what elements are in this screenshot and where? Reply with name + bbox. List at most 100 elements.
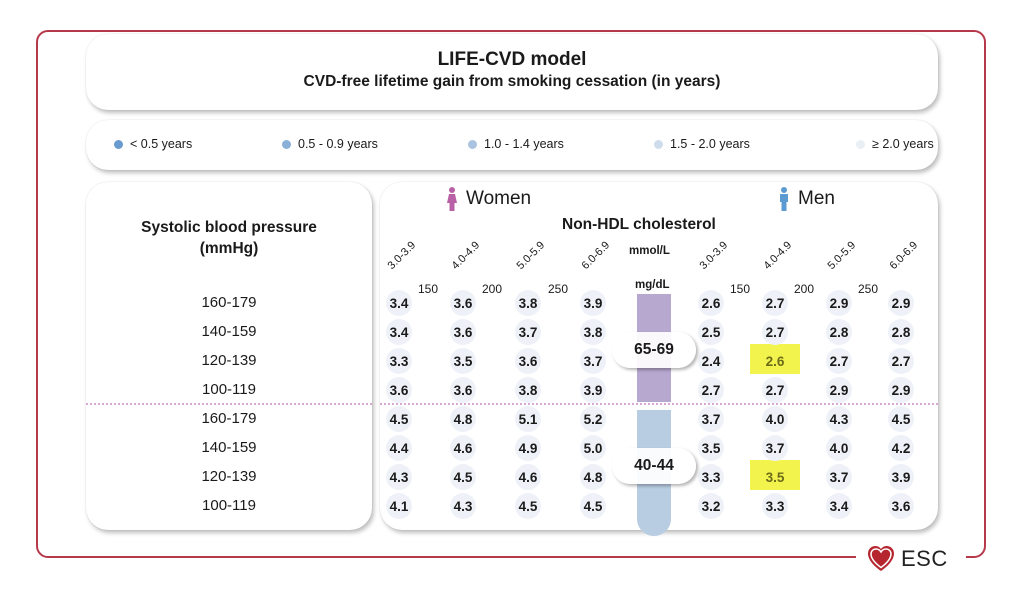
column-label-men: 4.0-4.9 <box>761 239 795 272</box>
data-cell-women: 3.7 <box>515 319 541 345</box>
data-cell-men: 4.2 <box>888 435 914 461</box>
data-cell-men: 3.9 <box>888 464 914 490</box>
women-header: Women <box>446 187 531 211</box>
data-cell-women: 3.8 <box>515 377 541 403</box>
chart-title: LIFE-CVD model <box>437 49 587 70</box>
legend-swatch-icon <box>654 139 663 149</box>
data-cell-men: 3.7 <box>826 464 852 490</box>
column-label-women: 6.0-6.9 <box>579 239 613 272</box>
men-header: Men <box>778 187 835 211</box>
data-cell-men: 2.7 <box>762 319 788 345</box>
sbp-row-label: 120-139 <box>201 468 257 485</box>
sbp-title: Systolic blood pressure (mmHg) <box>86 217 372 259</box>
data-cell-men: 3.3 <box>698 464 724 490</box>
column-label-men: 5.0-5.9 <box>825 239 859 272</box>
data-cell-women: 3.6 <box>450 290 476 316</box>
data-cell-women: 3.5 <box>450 348 476 374</box>
outer-frame <box>36 30 986 558</box>
data-cell-women: 3.6 <box>515 348 541 374</box>
legend-item: 1.0 - 1.4 years <box>468 137 564 151</box>
legend-item: 0.5 - 0.9 years <box>282 137 378 151</box>
data-cell-men: 2.6 <box>698 290 724 316</box>
data-cell-men: 2.7 <box>888 348 914 374</box>
data-cell-men: 3.7 <box>762 435 788 461</box>
data-cell-men: 3.5 <box>765 469 785 485</box>
sbp-row-label: 160-179 <box>201 410 257 427</box>
unit-mmol: mmol/L <box>629 245 670 257</box>
data-cell-men: 2.9 <box>826 290 852 316</box>
age-group-badge: 65-69 <box>612 332 696 368</box>
column-label-women: 3.0-3.9 <box>385 239 419 272</box>
data-cell-men: 3.3 <box>762 493 788 519</box>
esc-logo: ESC <box>866 544 948 574</box>
data-cell-men: 2.9 <box>888 290 914 316</box>
data-cell-men: 4.0 <box>762 406 788 432</box>
legend-item: 1.5 - 2.0 years <box>654 137 750 151</box>
data-cell-men: 4.5 <box>888 406 914 432</box>
data-cell-women: 3.6 <box>450 319 476 345</box>
legend-item: < 0.5 years <box>114 137 192 151</box>
data-cell-men: 2.6 <box>765 353 785 369</box>
data-cell-men: 2.4 <box>698 348 724 374</box>
mgdl-tick-women: 200 <box>482 282 503 296</box>
heart-icon <box>868 546 894 571</box>
group-divider <box>86 403 372 405</box>
legend-swatch-icon <box>856 139 865 149</box>
men-label: Men <box>798 188 835 209</box>
data-cell-women: 3.4 <box>386 290 412 316</box>
mgdl-tick-men: 150 <box>730 282 751 296</box>
legend-label: 1.5 - 2.0 years <box>670 137 750 151</box>
group-divider <box>380 403 938 405</box>
woman-icon <box>447 187 457 211</box>
data-cell-women: 4.3 <box>386 464 412 490</box>
data-cell-women: 3.7 <box>580 348 606 374</box>
unit-mgdl: mg/dL <box>635 279 670 291</box>
data-cell-men: 4.0 <box>826 435 852 461</box>
data-cell-women: 3.9 <box>580 290 606 316</box>
legend: < 0.5 years 0.5 - 0.9 years 1.0 - 1.4 year… <box>86 120 938 170</box>
data-cell-women: 4.5 <box>580 493 606 519</box>
data-cell-women: 4.6 <box>450 435 476 461</box>
sbp-row-label: 140-159 <box>201 439 257 456</box>
sbp-panel: Systolic blood pressure (mmHg) 160-179 14… <box>86 182 372 530</box>
sbp-title-line2: (mmHg) <box>199 240 259 257</box>
data-cell-men: 2.7 <box>826 348 852 374</box>
data-cell-men: 2.8 <box>888 319 914 345</box>
women-label: Women <box>466 188 532 209</box>
data-cell-women: 4.8 <box>450 406 476 432</box>
data-cell-women: 5.2 <box>580 406 606 432</box>
data-cell-women: 3.9 <box>580 377 606 403</box>
data-cell-women: 4.5 <box>450 464 476 490</box>
data-cell-women: 4.4 <box>386 435 412 461</box>
sbp-row-label: 160-179 <box>201 294 257 311</box>
sbp-row-label: 140-159 <box>201 323 257 340</box>
data-cell-men: 3.6 <box>888 493 914 519</box>
legend-label: 0.5 - 0.9 years <box>298 137 378 151</box>
highlight-marker <box>750 344 800 374</box>
legend-item: ≥ 2.0 years <box>856 137 934 151</box>
legend-label: < 0.5 years <box>130 137 193 151</box>
data-cell-men: 4.3 <box>826 406 852 432</box>
column-label-men: 6.0-6.9 <box>887 239 921 272</box>
data-cell-women: 3.3 <box>386 348 412 374</box>
mgdl-tick-men: 200 <box>794 282 815 296</box>
man-icon <box>780 187 788 211</box>
data-cell-men: 2.7 <box>762 377 788 403</box>
data-cell-women: 3.8 <box>515 290 541 316</box>
data-cell-women: 3.4 <box>386 319 412 345</box>
data-cell-women: 5.0 <box>580 435 606 461</box>
column-label-women: 4.0-4.9 <box>449 239 483 272</box>
data-cell-women: 4.5 <box>515 493 541 519</box>
data-cell-men: 3.7 <box>698 406 724 432</box>
sbp-row-label: 100-119 <box>202 381 256 398</box>
data-cell-men: 2.7 <box>762 290 788 316</box>
legend-swatch-icon <box>114 139 123 149</box>
legend-swatch-icon <box>282 139 291 149</box>
legend-label: ≥ 2.0 years <box>872 137 934 151</box>
data-cell-women: 4.5 <box>386 406 412 432</box>
mgdl-tick-women: 250 <box>548 282 569 296</box>
highlight-marker <box>750 460 800 490</box>
data-cell-men: 2.5 <box>698 319 724 345</box>
data-cell-women: 3.8 <box>580 319 606 345</box>
data-cell-women: 4.1 <box>386 493 412 519</box>
